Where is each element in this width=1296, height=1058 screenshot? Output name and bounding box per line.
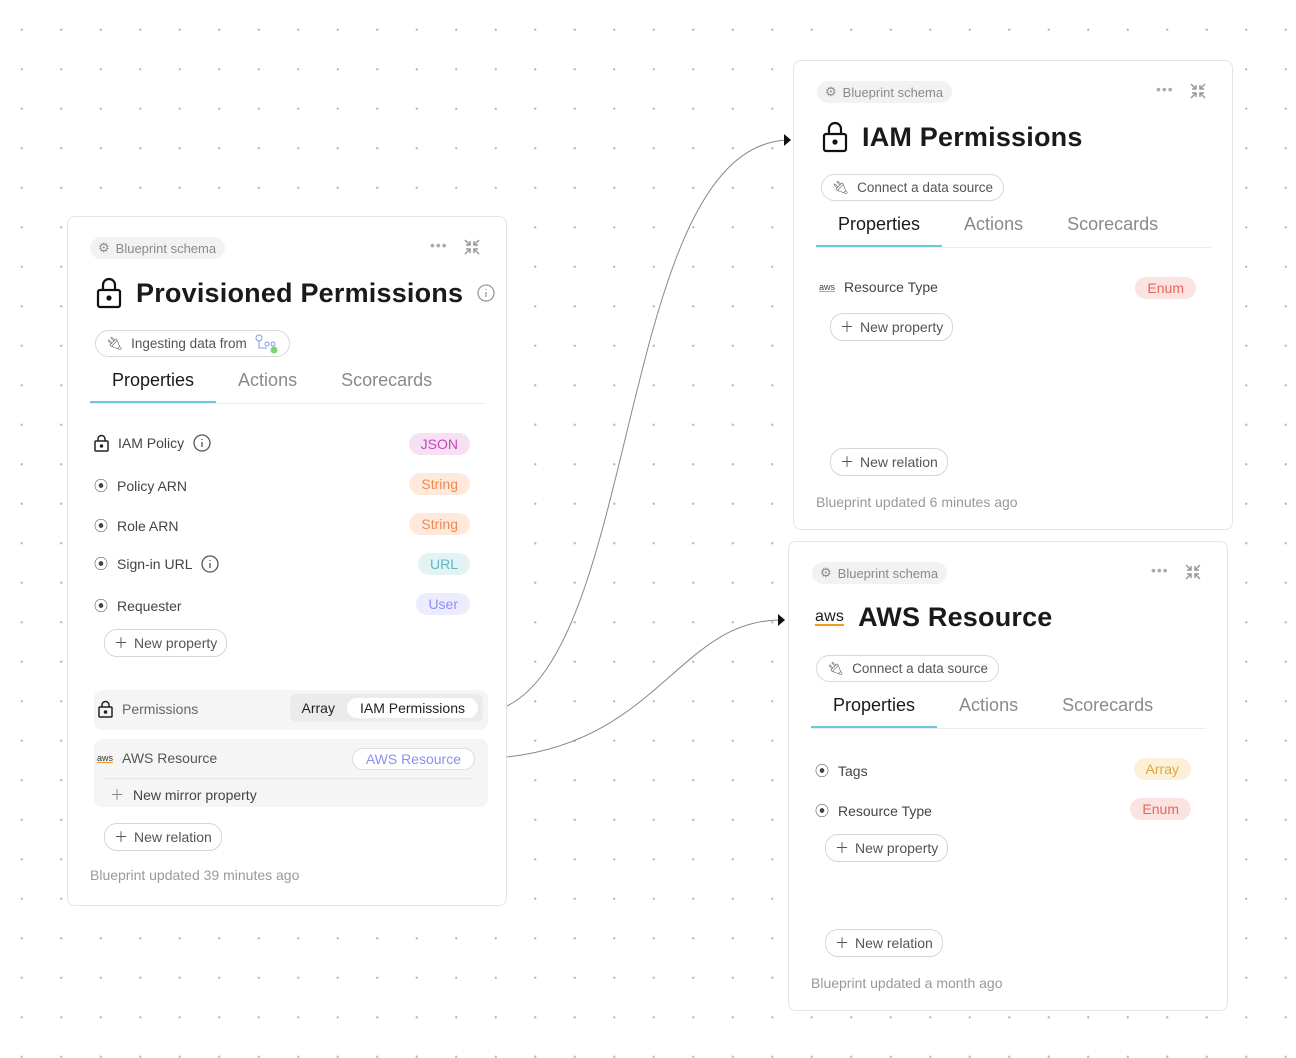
tab-properties[interactable]: Properties xyxy=(90,370,217,403)
info-icon[interactable] xyxy=(201,555,220,573)
integration-icon xyxy=(255,334,278,353)
aws-icon: aws xyxy=(97,752,114,763)
tab-properties[interactable]: Properties xyxy=(816,214,943,247)
new-relation-button[interactable]: ＋ New relation xyxy=(104,823,222,851)
relation-row-aws-resource[interactable]: aws AWS Resource AWS Resource ＋ New mirro… xyxy=(94,739,488,807)
relation-label: Permissions xyxy=(98,700,198,718)
new-property-button[interactable]: ＋ New property xyxy=(825,834,949,862)
page-title: Provisioned Permissions xyxy=(96,277,495,309)
new-property-button[interactable]: ＋ New property xyxy=(830,313,954,341)
last-updated: Blueprint updated a month ago xyxy=(811,975,1003,991)
new-relation-button[interactable]: ＋ New relation xyxy=(830,448,948,476)
last-updated: Blueprint updated 39 minutes ago xyxy=(90,867,300,883)
more-options-icon[interactable]: ••• xyxy=(1156,81,1174,97)
tab-actions[interactable]: Actions xyxy=(238,370,298,390)
tab-scorecards[interactable]: Scorecards xyxy=(341,370,433,390)
radio-icon: ⦿ xyxy=(815,803,829,819)
blueprint-card-provisioned-permissions[interactable]: ⚙ Blueprint schema ••• Provisioned Permis… xyxy=(67,216,507,906)
radio-icon: ⦿ xyxy=(94,518,108,534)
relation-target[interactable]: Array IAM Permissions xyxy=(289,694,483,722)
gear-icon: ⚙ xyxy=(825,84,837,99)
new-mirror-property-button[interactable]: ＋ New mirror property xyxy=(110,787,257,803)
lock-icon xyxy=(96,277,122,309)
info-icon[interactable] xyxy=(193,434,211,452)
property-row[interactable]: ⦿ Resource Type xyxy=(815,803,932,819)
property-row[interactable]: ⦿ Role ARN xyxy=(94,518,179,534)
divider xyxy=(104,778,474,779)
tabs: Properties Actions Scorecards xyxy=(816,214,1211,248)
tabs: Properties Actions Scorecards xyxy=(90,370,485,404)
plus-icon: ＋ xyxy=(114,829,128,845)
relation-label: aws AWS Resource xyxy=(97,750,218,766)
plus-icon: ＋ xyxy=(114,635,128,651)
type-badge-string: String xyxy=(409,473,470,495)
page-title: aws AWS Resource xyxy=(815,602,1053,632)
ingesting-data-source[interactable]: 🔌︎ Ingesting data from xyxy=(95,330,290,357)
more-options-icon[interactable]: ••• xyxy=(1151,562,1169,578)
arrowhead xyxy=(778,614,785,626)
relation-target-badge[interactable]: AWS Resource xyxy=(351,748,475,770)
new-relation-button[interactable]: ＋ New relation xyxy=(825,929,943,957)
plus-icon: ＋ xyxy=(840,454,854,470)
tabs: Properties Actions Scorecards xyxy=(811,695,1206,729)
blueprint-card-iam-permissions[interactable]: ⚙ Blueprint schema ••• IAM Permissions 🔌︎… xyxy=(793,60,1233,530)
blueprint-card-aws-resource[interactable]: ⚙ Blueprint schema ••• aws AWS Resource 🔌… xyxy=(788,541,1228,1011)
info-icon[interactable] xyxy=(477,284,495,302)
gear-icon: ⚙ xyxy=(820,565,832,580)
tab-properties[interactable]: Properties xyxy=(811,695,938,728)
connector-permissions xyxy=(506,139,787,707)
tab-actions[interactable]: Actions xyxy=(964,214,1024,234)
aws-icon: aws xyxy=(815,607,845,626)
plus-icon: ＋ xyxy=(840,319,854,335)
type-badge-enum: Enum xyxy=(1135,277,1196,299)
blueprint-schema-chip[interactable]: ⚙ Blueprint schema xyxy=(812,562,948,584)
lock-icon xyxy=(94,434,109,452)
plug-icon: 🔌︎ xyxy=(832,179,850,195)
relation-row-permissions[interactable]: Permissions Array IAM Permissions xyxy=(94,690,488,730)
plus-icon: ＋ xyxy=(835,840,849,856)
type-badge-array: Array xyxy=(1133,758,1191,780)
plus-icon: ＋ xyxy=(110,787,124,803)
connect-data-source-button[interactable]: 🔌︎ Connect a data source xyxy=(816,655,999,682)
page-title: IAM Permissions xyxy=(822,121,1083,153)
lock-icon xyxy=(822,121,848,153)
blueprint-schema-chip[interactable]: ⚙ Blueprint schema xyxy=(90,237,226,259)
new-property-button[interactable]: ＋ New property xyxy=(104,629,228,657)
collapse-icon[interactable] xyxy=(463,238,481,256)
radio-icon: ⦿ xyxy=(815,763,829,779)
gear-icon: ⚙ xyxy=(98,240,110,255)
property-row[interactable]: ⦿ Policy ARN xyxy=(94,478,188,494)
radio-icon: ⦿ xyxy=(94,556,108,572)
aws-icon: aws xyxy=(819,281,836,292)
property-row[interactable]: IAM Policy xyxy=(94,434,211,452)
plug-icon: 🔌︎ xyxy=(827,660,845,676)
plus-icon: ＋ xyxy=(835,935,849,951)
tab-scorecards[interactable]: Scorecards xyxy=(1062,695,1154,715)
plug-icon: 🔌︎ xyxy=(106,335,124,351)
type-badge-string: String xyxy=(409,513,470,535)
type-badge-user: User xyxy=(416,593,470,615)
more-options-icon[interactable]: ••• xyxy=(430,237,448,253)
radio-icon: ⦿ xyxy=(94,598,108,614)
collapse-icon[interactable] xyxy=(1189,82,1207,100)
connector-aws-resource xyxy=(506,619,782,758)
property-row[interactable]: ⦿ Sign-in URL xyxy=(94,554,220,574)
tab-scorecards[interactable]: Scorecards xyxy=(1067,214,1159,234)
lock-icon xyxy=(98,700,113,718)
arrowhead xyxy=(784,134,791,146)
last-updated: Blueprint updated 6 minutes ago xyxy=(816,494,1018,510)
tab-actions[interactable]: Actions xyxy=(959,695,1019,715)
type-badge-enum: Enum xyxy=(1130,798,1191,820)
radio-icon: ⦿ xyxy=(94,478,108,494)
property-row[interactable]: ⦿ Requester xyxy=(94,598,182,614)
connect-data-source-button[interactable]: 🔌︎ Connect a data source xyxy=(821,174,1004,201)
type-badge-json: JSON xyxy=(408,433,470,455)
property-row[interactable]: ⦿ Tags xyxy=(815,763,868,779)
type-badge-url: URL xyxy=(417,553,470,575)
collapse-icon[interactable] xyxy=(1184,563,1202,581)
property-row[interactable]: aws Resource Type xyxy=(819,279,938,295)
blueprint-schema-chip[interactable]: ⚙ Blueprint schema xyxy=(817,81,953,103)
